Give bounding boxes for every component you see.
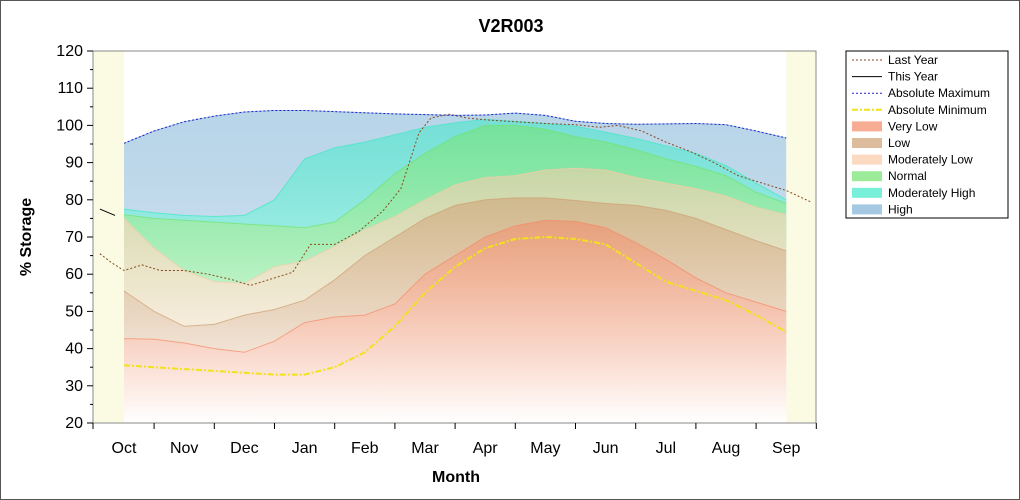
y-tick-label: 40 xyxy=(65,341,83,358)
legend-label-last-year: Last Year xyxy=(888,53,938,67)
legend-swatch-moderately-low xyxy=(852,154,882,165)
y-tick-label: 80 xyxy=(65,192,83,209)
series-this-year xyxy=(99,208,116,216)
x-tick-label-oct: Oct xyxy=(112,440,137,457)
x-tick-label-feb: Feb xyxy=(351,440,379,457)
legend-label-absolute-maximum: Absolute Maximum xyxy=(888,86,990,100)
y-tick-label: 120 xyxy=(56,43,83,60)
legend-label-low: Low xyxy=(888,136,910,150)
legend: Last Year This Year Absolute Maximum Absolu… xyxy=(845,50,1009,219)
x-tick-label-may: May xyxy=(530,440,560,457)
plot-area xyxy=(93,51,816,424)
x-tick-label-jul: Jul xyxy=(656,440,676,457)
legend-swatch-moderately-high xyxy=(852,187,882,198)
legend-swatch-normal xyxy=(852,171,882,182)
y-tick-label: 110 xyxy=(57,80,83,97)
band-very-low xyxy=(124,220,787,423)
legend-label-normal: Normal xyxy=(888,169,927,183)
x-tick-label-apr: Apr xyxy=(473,440,499,457)
band-edge-moderately-high xyxy=(123,118,787,218)
legend-label-moderately-high: Moderately High xyxy=(888,186,975,200)
x-axis-label: Month xyxy=(432,469,480,486)
axes: 20 30 40 50 60 70 80 90 100 110 120 Oct Nov Dec Jan Feb… xyxy=(56,43,817,457)
legend-label-high: High xyxy=(888,202,913,216)
x-tick-label-jan: Jan xyxy=(292,440,318,457)
y-tick-label: 50 xyxy=(65,303,83,320)
band-edge-moderately-low xyxy=(123,167,787,285)
series-absolute-maximum xyxy=(123,110,787,144)
y-tick-label: 30 xyxy=(65,378,83,395)
y-axis-label: % Storage xyxy=(18,198,35,276)
legend-label-absolute-minimum: Absolute Minimum xyxy=(888,103,987,117)
legend-label-very-low: Very Low xyxy=(888,119,938,133)
legend-swatch-low xyxy=(852,138,882,148)
y-tick-label: 90 xyxy=(65,155,83,172)
y-tick-label: 100 xyxy=(56,117,83,134)
y-tick-label: 70 xyxy=(65,229,83,246)
x-tick-label-nov: Nov xyxy=(170,440,198,457)
y-tick-label: 60 xyxy=(65,266,83,283)
x-tick-label-aug: Aug xyxy=(712,440,740,457)
x-tick-label-jun: Jun xyxy=(593,440,619,457)
series-last-year xyxy=(99,113,811,286)
series-absolute-minimum xyxy=(123,235,787,376)
band-edge-very-low xyxy=(123,219,787,353)
x-tick-label-dec: Dec xyxy=(230,440,258,457)
legend-label-moderately-low: Moderately Low xyxy=(888,153,973,167)
legend-swatch-high xyxy=(852,204,882,215)
y-tick-label: 20 xyxy=(65,415,83,432)
legend-label-this-year: This Year xyxy=(888,70,938,84)
chart-title: V2R003 xyxy=(478,16,543,36)
band-edge-low xyxy=(123,197,787,327)
x-tick-label-mar: Mar xyxy=(411,440,439,457)
x-tick-label-sep: Sep xyxy=(772,440,801,457)
band-edge-normal xyxy=(123,124,787,229)
legend-swatch-very-low xyxy=(852,121,882,132)
